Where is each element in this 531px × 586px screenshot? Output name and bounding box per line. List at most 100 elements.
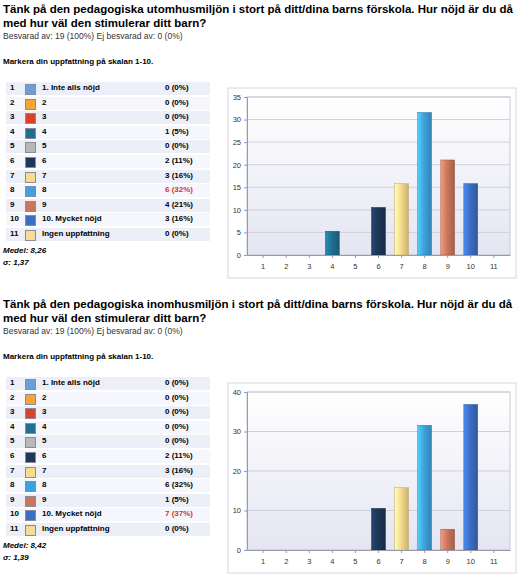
y-tick-mark: [244, 255, 247, 256]
y-tick: 40: [233, 388, 247, 397]
instruction: Markera din uppfattning på skalan 1-10.: [3, 57, 153, 66]
x-tick-mark: [378, 550, 379, 553]
legend-swatch: [25, 525, 36, 536]
x-tick: 8: [423, 255, 427, 271]
y-tick-label: 0: [237, 546, 241, 555]
legend-swatch: [25, 84, 36, 95]
x-tick: 9: [446, 550, 450, 566]
bar: [395, 488, 409, 550]
subtitle: Besvarad av: 19 (100%) Ej besvarad av: 0…: [3, 326, 183, 336]
y-tick: 10: [233, 206, 247, 215]
row-count: 0 (0%): [165, 112, 189, 121]
legend-swatch: [25, 437, 36, 448]
bar: [279, 255, 293, 256]
y-tick-label: 20: [233, 467, 241, 476]
bar: [279, 550, 293, 551]
std-dev: σ: 1,39: [3, 553, 29, 562]
y-tick-label: 20: [233, 161, 241, 170]
row-number: 8: [10, 185, 14, 194]
row-label: 2: [42, 98, 46, 107]
x-tick-label: 5: [353, 262, 357, 271]
x-tick-mark: [424, 550, 425, 553]
grid-line: [247, 97, 510, 98]
y-tick-mark: [244, 511, 247, 512]
row-count: 3 (16%): [165, 214, 193, 223]
row-label: Ingen uppfattning: [42, 524, 110, 533]
grid-line: [247, 142, 510, 143]
row-count: 3 (16%): [165, 466, 193, 475]
x-tick-mark: [286, 255, 287, 258]
row-label: 3: [42, 407, 46, 416]
bar: [487, 550, 501, 551]
row-label: 4: [42, 127, 46, 136]
x-tick-mark: [332, 550, 333, 553]
row-count: 1 (5%): [165, 127, 189, 136]
row-label: Ingen uppfattning: [42, 229, 110, 238]
y-tick: 30: [233, 115, 247, 124]
row-count: 6 (32%): [165, 480, 193, 489]
legend-swatch: [25, 230, 36, 241]
row-label: 10. Mycket nöjd: [42, 509, 102, 518]
row-label: 2: [42, 393, 46, 402]
row-label: 8: [42, 185, 46, 194]
x-tick-label: 7: [399, 557, 403, 566]
legend-swatch: [25, 467, 36, 478]
x-tick-mark: [401, 550, 402, 553]
x-tick: 9: [446, 255, 450, 271]
x-tick-label: 10: [467, 557, 475, 566]
y-tick-mark: [244, 232, 247, 233]
row-label: 9: [42, 200, 46, 209]
y-tick-label: 30: [233, 115, 241, 124]
row-number: 3: [10, 112, 14, 121]
x-tick: 4: [330, 255, 334, 271]
x-tick-label: 4: [330, 262, 334, 271]
x-tick-label: 9: [446, 262, 450, 271]
x-tick-mark: [332, 255, 333, 258]
instruction: Markera din uppfattning på skalan 1-10.: [3, 352, 153, 361]
bar: [464, 404, 478, 550]
row-number: 2: [10, 98, 14, 107]
row-number: 6: [10, 156, 14, 165]
x-tick-mark: [401, 255, 402, 258]
y-tick-label: 30: [233, 427, 241, 436]
chart: 0102030401234567891011: [228, 383, 516, 573]
row-number: 3: [10, 407, 14, 416]
row-number: 4: [10, 422, 14, 431]
x-tick-label: 4: [330, 557, 334, 566]
x-tick: 10: [467, 255, 475, 271]
x-axis: 1234567891011: [248, 550, 511, 566]
row-count: 7 (37%): [165, 509, 193, 518]
row-label: 7: [42, 466, 46, 475]
x-tick: 2: [284, 550, 288, 566]
row-number: 7: [10, 171, 14, 180]
x-tick: 6: [376, 255, 380, 271]
legend-swatch: [25, 186, 36, 197]
x-tick-mark: [355, 255, 356, 258]
row-count: 2 (11%): [165, 156, 193, 165]
x-tick: 11: [490, 550, 498, 566]
row-count: 0 (0%): [165, 393, 189, 402]
bars: [372, 404, 478, 550]
x-axis: 1234567891011: [248, 255, 511, 271]
x-tick: 1: [261, 550, 265, 566]
x-tick-label: 5: [353, 557, 357, 566]
grid-line: [247, 119, 510, 120]
x-tick: 3: [307, 255, 311, 271]
x-tick-mark: [286, 550, 287, 553]
y-tick-mark: [244, 432, 247, 433]
y-tick: 35: [233, 93, 247, 102]
row-count: 2 (11%): [165, 451, 193, 460]
x-tick-label: 2: [284, 557, 288, 566]
x-tick: 5: [353, 255, 357, 271]
x-tick: 6: [376, 550, 380, 566]
bars: [325, 112, 477, 255]
mean: Medel: 8,42: [3, 541, 46, 550]
legend-swatch: [25, 142, 36, 153]
legend-swatch: [25, 481, 36, 492]
grid-line: [247, 164, 510, 165]
row-number: 4: [10, 127, 14, 136]
y-tick-mark: [244, 97, 247, 98]
row-count: 0 (0%): [165, 98, 189, 107]
x-tick: 11: [490, 255, 498, 271]
y-axis-line: [244, 393, 248, 551]
